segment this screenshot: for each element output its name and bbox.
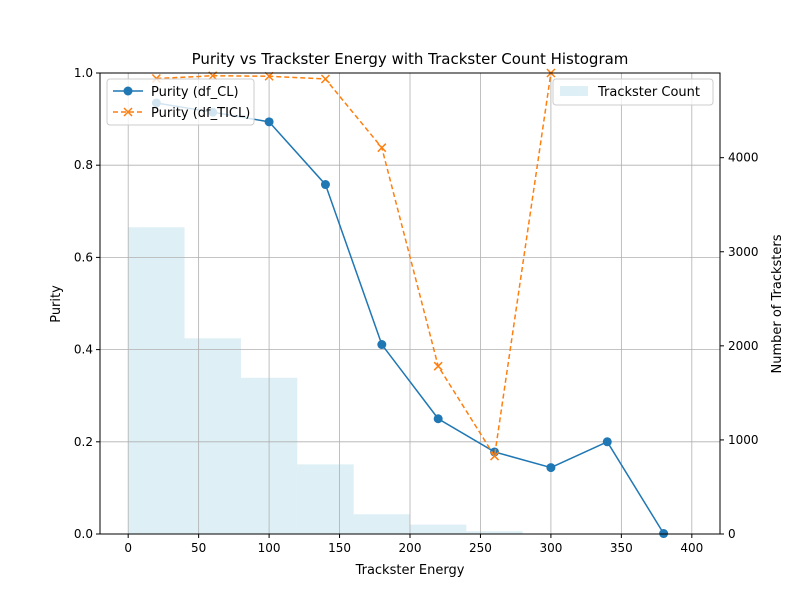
x-tick-label: 0 [124,541,132,555]
legend-hist-swatch [560,86,588,96]
histogram-bar [410,524,467,534]
y-tick-label: 0.2 [74,435,93,449]
x-axis: 0 50 100 150 200 250 300 350 400 [124,534,703,555]
series-point-0 [320,180,330,190]
histogram-bar [297,464,354,534]
x-tick-label: 200 [399,541,422,555]
legend-right-frame [552,78,714,106]
x-tick-label: 50 [191,541,206,555]
x-tick-label: 100 [258,541,281,555]
legend-left: Purity (df_CL) Purity (df_TICL) [106,78,255,126]
legend-right: Trackster Count [552,78,714,106]
y-axis-label: Purity [49,285,64,323]
legend-cl-marker [123,86,133,96]
series-line-1 [156,72,552,459]
series-point-0 [433,414,443,424]
histogram-bar [184,338,241,534]
histogram-bar [128,227,185,534]
legend-hist-label: Trackster Count [597,85,700,100]
y2-tick-label: 0 [728,527,736,541]
y2-tick-label: 4000 [728,151,759,165]
x-tick-label: 300 [539,541,562,555]
series-point-0 [264,117,274,127]
y-tick-label: 1.0 [74,66,93,80]
histogram-bar [466,531,523,534]
chart-title: Purity vs Trackster Energy with Trackste… [192,50,629,68]
x-tick-label: 250 [469,541,492,555]
series-point-0 [546,463,556,473]
legend-ticl-marker [123,107,133,117]
y2-tick-label: 1000 [728,433,759,447]
y-tick-label: 0.8 [74,158,93,172]
y-axis-left: 0.0 0.2 0.4 0.6 0.8 1.0 [74,66,100,541]
x-tick-label: 400 [680,541,703,555]
series-point-0 [602,437,612,447]
y-tick-label: 0.0 [74,527,93,541]
legend-cl-label: Purity (df_CL) [151,85,239,100]
x-tick-label: 150 [328,541,351,555]
series-point-1 [377,143,387,153]
series-point-0 [377,340,387,350]
y-tick-label: 0.6 [74,250,93,264]
series-point-1 [490,451,500,461]
x-tick-label: 350 [610,541,633,555]
series-point-1 [433,361,443,371]
series-point-1 [320,74,330,84]
legend-ticl-label: Purity (df_TICL) [151,106,250,121]
y-axis-right: 0 1000 2000 3000 4000 [720,151,759,541]
y-tick-label: 0.4 [74,343,93,357]
histogram-layer [128,227,523,534]
y2-tick-label: 2000 [728,339,759,353]
x-axis-label: Trackster Energy [355,563,465,578]
legend-left-frame [106,78,255,126]
y2-tick-label: 3000 [728,245,759,259]
histogram-bar [353,514,410,534]
series-point-1 [264,71,274,81]
y2-axis-label: Number of Tracksters [770,234,785,373]
